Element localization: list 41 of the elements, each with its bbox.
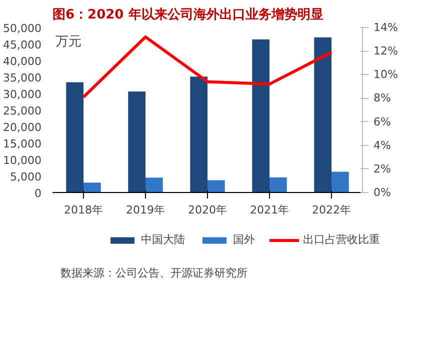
x-tick-label: 2018年	[64, 204, 104, 216]
bar	[146, 178, 163, 192]
y2-tick-label: 12%	[374, 44, 398, 58]
y2-tick-label: 8%	[374, 92, 391, 105]
y2-tick-label: 6%	[374, 115, 391, 128]
bar	[208, 180, 225, 192]
legend-label: 出口占营收比重	[303, 232, 380, 247]
y-tick-label: 0	[34, 187, 42, 200]
y-tick-label: 30,000	[3, 88, 42, 101]
y-tick-label: 10,000	[3, 154, 42, 167]
y-tick-label: 45,000	[3, 38, 42, 52]
y-axis-title: 万元	[56, 34, 82, 50]
x-tick-label: 2019年	[126, 204, 166, 216]
y2-tick-label: 0%	[374, 186, 391, 199]
chart-title: 图6：2020 年以来公司海外出口业务增势明显	[52, 6, 324, 22]
y2-tick-label: 14%	[374, 21, 398, 34]
bar	[270, 177, 287, 192]
y-tick-label: 5,000	[10, 170, 42, 184]
bar	[66, 82, 84, 192]
x-tick-label: 2022年	[312, 204, 352, 216]
y2-tick-label: 4%	[374, 138, 391, 152]
bar	[84, 182, 101, 192]
y-tick-label: 15,000	[3, 138, 42, 150]
y2-tick-label: 10%	[374, 68, 398, 82]
y-tick-label: 40,000	[3, 55, 42, 68]
source-note: 数据来源：公司公告、开源证券研究所	[60, 266, 248, 280]
bar	[332, 172, 349, 192]
bar	[190, 76, 208, 192]
bar	[252, 39, 270, 192]
y-tick-label: 20,000	[3, 121, 42, 134]
y-tick-label: 35,000	[3, 72, 42, 84]
bar	[314, 37, 332, 192]
legend-label: 中国大陆	[141, 232, 185, 247]
y-tick-label: 25,000	[3, 104, 42, 118]
y-tick-label: 50,000	[3, 22, 42, 35]
x-tick-label: 2020年	[188, 204, 228, 216]
legend-label: 国外	[233, 232, 255, 247]
line-series	[82, 35, 333, 99]
x-tick-label: 2021年	[250, 204, 290, 216]
bar	[128, 92, 146, 192]
y2-tick-label: 2%	[374, 162, 391, 176]
